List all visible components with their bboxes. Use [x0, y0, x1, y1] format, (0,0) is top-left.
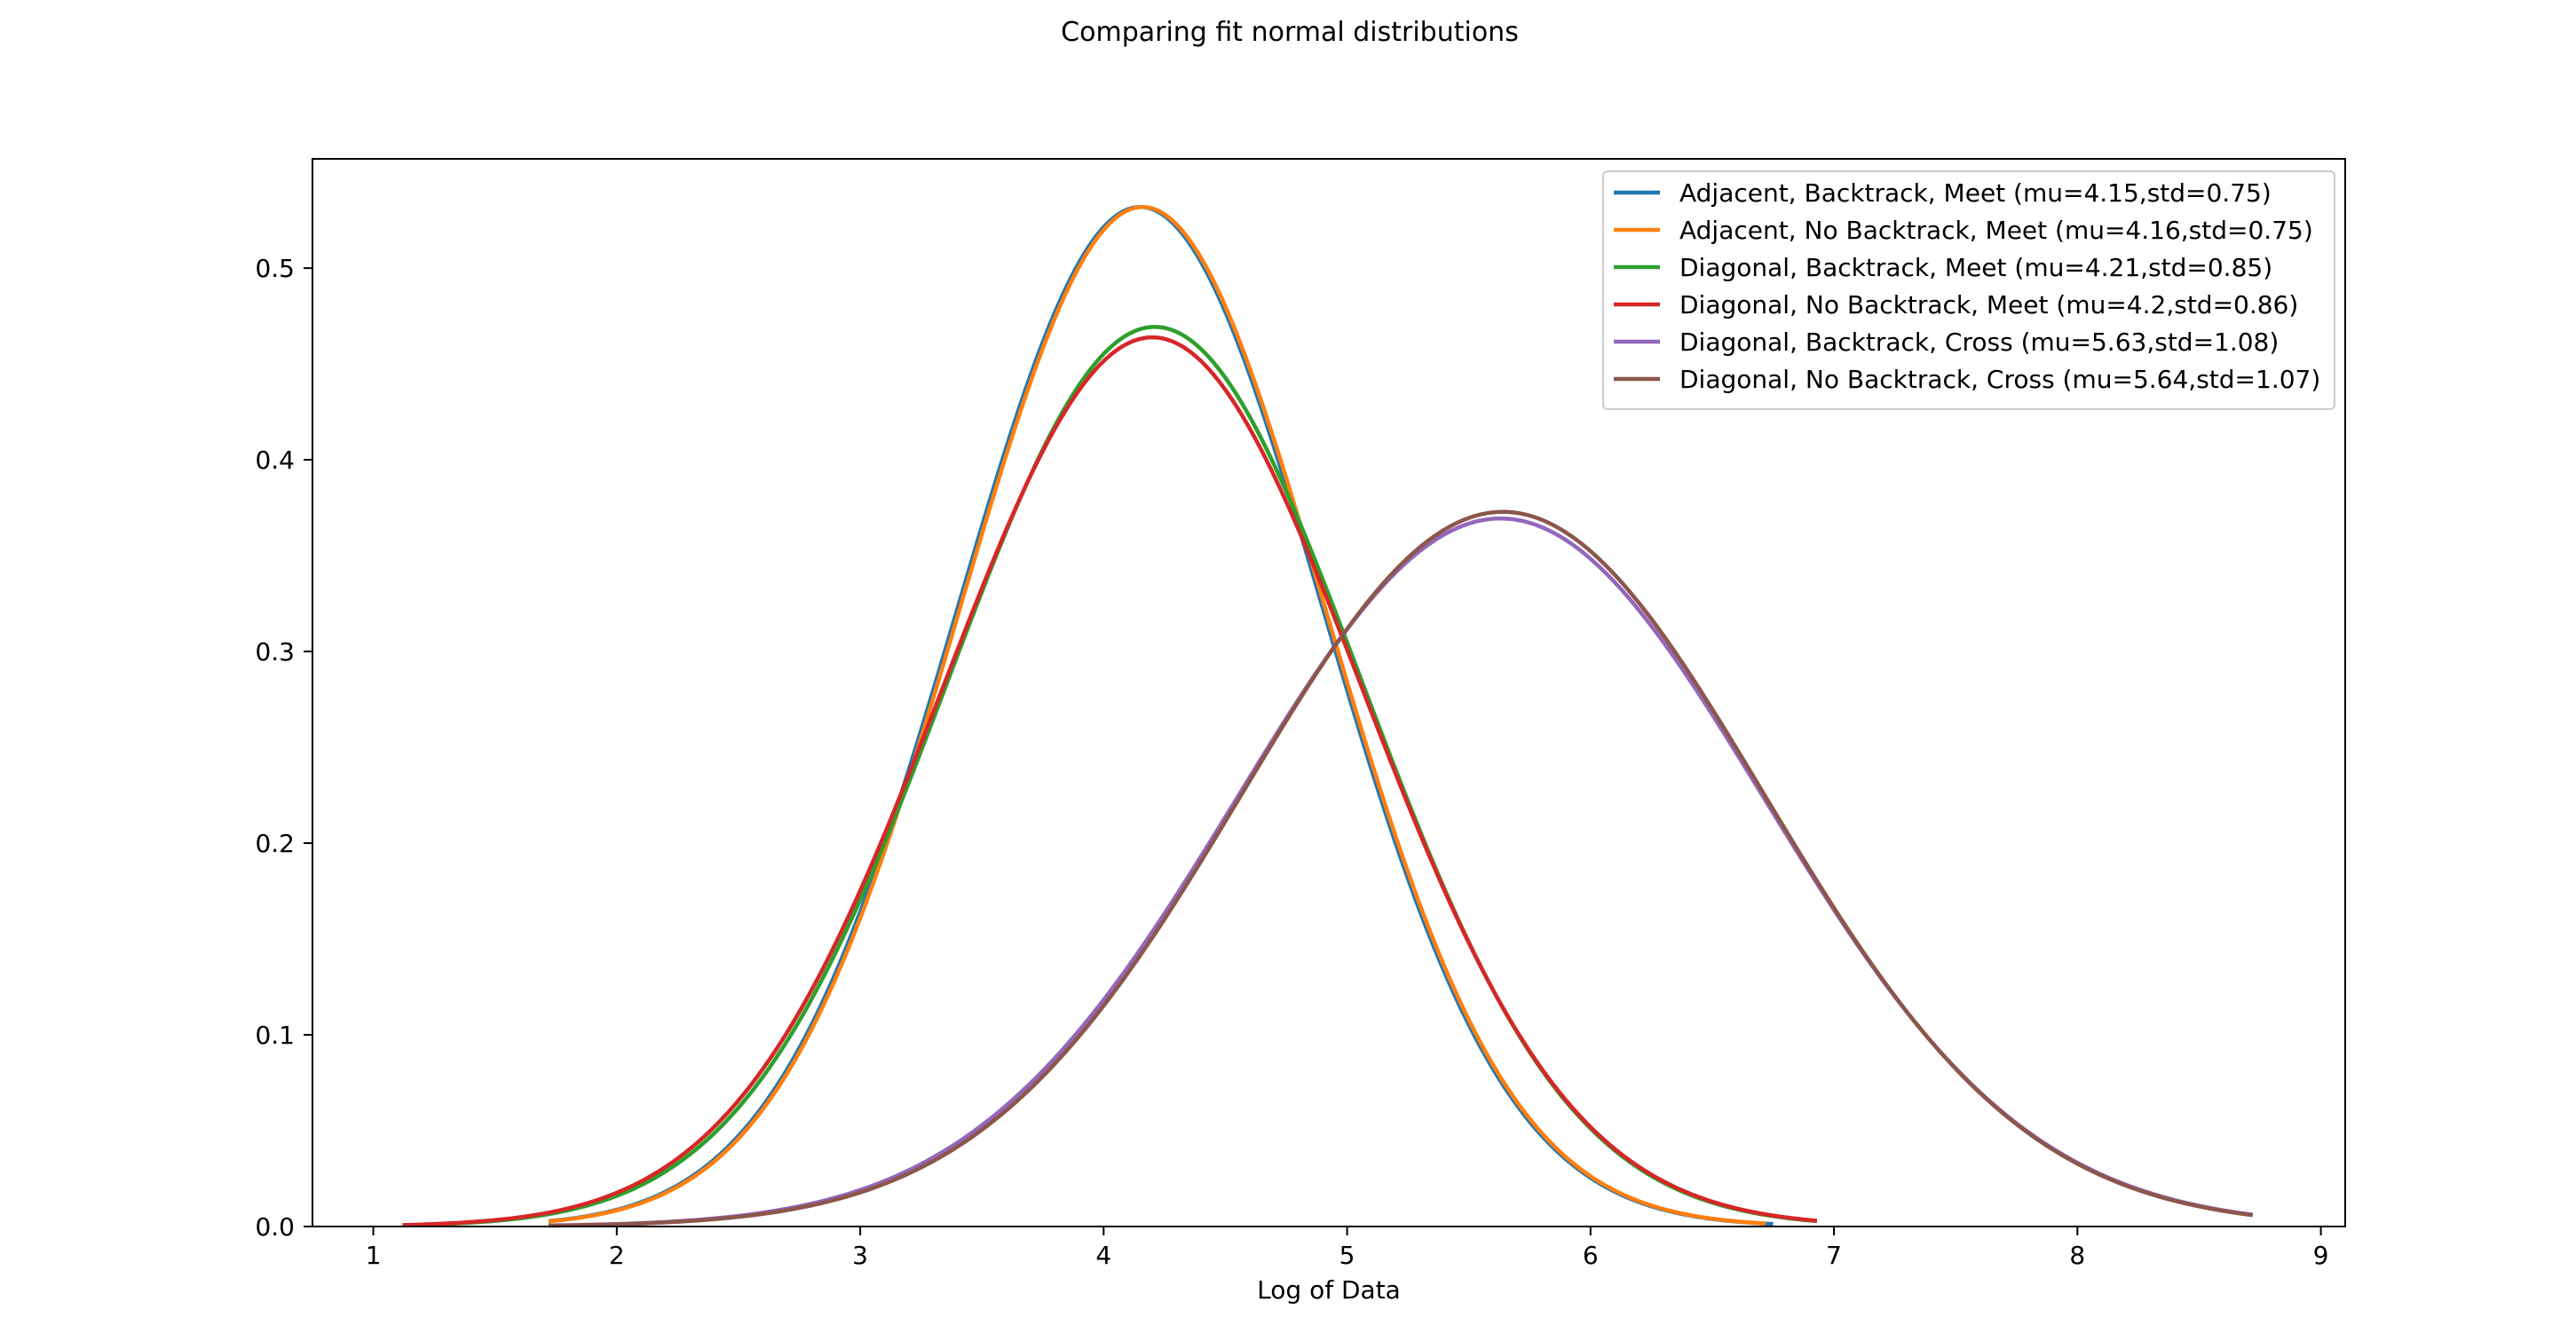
legend-label: Diagonal, No Backtrack, Meet (mu=4.2,std…: [1679, 290, 2298, 319]
y-axis: 0.0 0.1 0.2 0.3 0.4 0.5: [255, 254, 312, 1242]
plot-area-frame: [312, 158, 2346, 1227]
legend: Adjacent, Backtrack, Meet (mu=4.15,std=0…: [1602, 170, 2335, 410]
legend-label: Diagonal, Backtrack, Cross (mu=5.63,std=…: [1679, 327, 2279, 357]
series-line-6: [548, 509, 2254, 1228]
chart-title: Comparing fit normal distributions: [1061, 17, 1519, 48]
y-tick-label: 0.4: [255, 446, 295, 475]
y-tick-label: 0.0: [255, 1212, 295, 1242]
x-tick-label: 6: [1583, 1241, 1599, 1270]
x-tick-label: 7: [1826, 1241, 1842, 1270]
x-axis-label: Log of Data: [1257, 1275, 1401, 1305]
legend-label: Adjacent, No Backtrack, Meet (mu=4.16,st…: [1679, 216, 2313, 245]
legend-label: Diagonal, Backtrack, Meet (mu=4.21,std=0…: [1679, 253, 2272, 282]
series-line-3: [402, 325, 1818, 1227]
x-tick-label: 2: [609, 1241, 625, 1270]
series-line-2: [548, 204, 1766, 1226]
series-line-5: [548, 516, 2254, 1228]
y-tick-label: 0.3: [255, 637, 295, 666]
legend-label: Adjacent, Backtrack, Meet (mu=4.15,std=0…: [1679, 178, 2272, 208]
x-tick-label: 9: [2313, 1241, 2329, 1270]
x-tick-label: 5: [1339, 1241, 1355, 1270]
x-tick-label: 8: [2069, 1241, 2085, 1270]
legend-label: Diagonal, No Backtrack, Cross (mu=5.64,s…: [1679, 365, 2320, 394]
x-tick-label: 1: [366, 1241, 382, 1270]
series-layer: [402, 204, 2254, 1228]
series-line-4: [402, 335, 1818, 1227]
y-tick-label: 0.5: [255, 254, 295, 283]
legend-box: [1602, 170, 2335, 410]
x-tick-label: 4: [1095, 1241, 1111, 1270]
x-tick-label: 3: [852, 1241, 868, 1270]
y-tick-label: 0.2: [255, 829, 295, 858]
x-axis: 1 2 3 4 5 6 7 8 9: [366, 1227, 2329, 1270]
series-line-1: [548, 204, 1774, 1227]
y-tick-label: 0.1: [255, 1021, 295, 1050]
